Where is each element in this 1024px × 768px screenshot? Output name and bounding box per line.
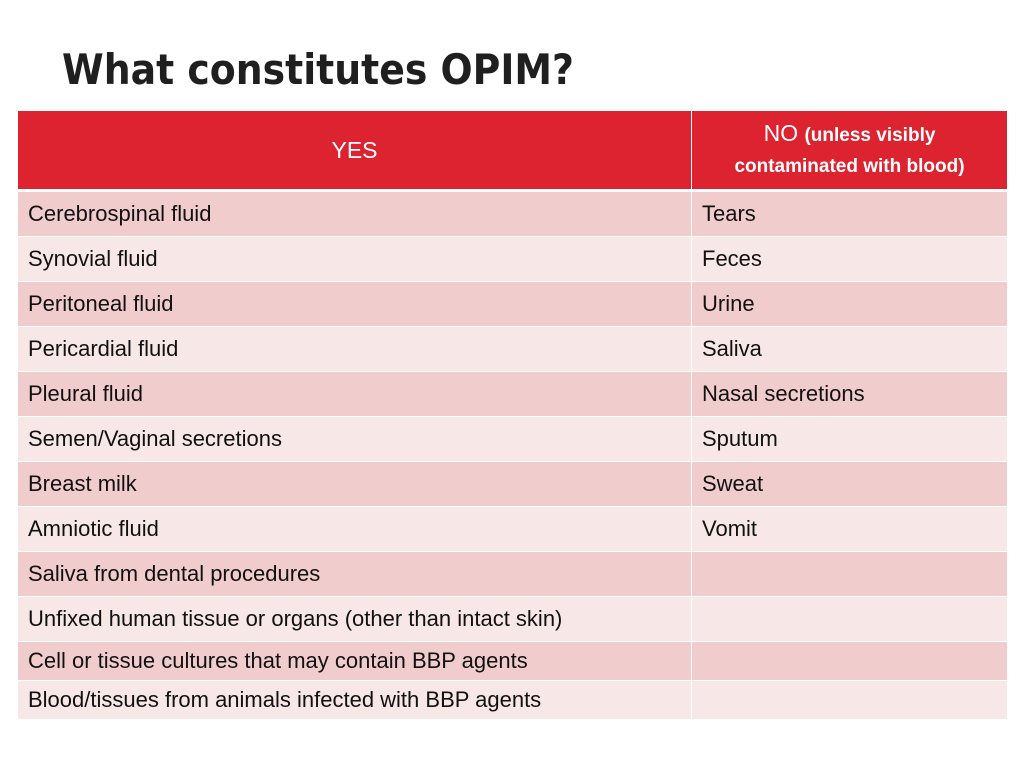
- yes-cell: Blood/tissues from animals infected with…: [17, 680, 692, 720]
- table-row: Saliva from dental procedures: [17, 551, 1008, 597]
- no-cell: [691, 551, 1008, 597]
- header-no-label: NO: [763, 120, 799, 146]
- yes-cell: Amniotic fluid: [17, 506, 692, 552]
- table-row: Synovial fluid Feces: [17, 236, 1008, 282]
- header-no: NO (unless visibly contaminated with blo…: [691, 110, 1008, 192]
- no-cell: Sputum: [691, 416, 1008, 462]
- table-row: Breast milk Sweat: [17, 461, 1008, 507]
- no-cell: [691, 641, 1008, 681]
- header-no-note: (unless visibly contaminated with blood): [734, 125, 965, 177]
- no-cell: [691, 680, 1008, 720]
- yes-cell: Pericardial fluid: [17, 326, 692, 372]
- table-row: Unfixed human tissue or organs (other th…: [17, 596, 1008, 642]
- opim-table: YES NO (unless visibly contaminated with…: [17, 110, 1008, 720]
- no-cell: Sweat: [691, 461, 1008, 507]
- no-cell: Vomit: [691, 506, 1008, 552]
- no-cell: Tears: [691, 190, 1008, 237]
- table-row: Cell or tissue cultures that may contain…: [17, 641, 1008, 681]
- yes-cell: Synovial fluid: [17, 236, 692, 282]
- yes-cell: Cell or tissue cultures that may contain…: [17, 641, 692, 681]
- table-row: Amniotic fluid Vomit: [17, 506, 1008, 552]
- table-row: Blood/tissues from animals infected with…: [17, 680, 1008, 720]
- yes-cell: Semen/Vaginal secretions: [17, 416, 692, 462]
- header-yes: YES: [17, 110, 692, 192]
- yes-cell: Pleural fluid: [17, 371, 692, 417]
- table-header-row: YES NO (unless visibly contaminated with…: [17, 110, 1008, 192]
- yes-cell: Breast milk: [17, 461, 692, 507]
- yes-cell: Unfixed human tissue or organs (other th…: [17, 596, 692, 642]
- slide-title: What constitutes OPIM?: [62, 45, 574, 94]
- table-row: Cerebrospinal fluid Tears: [17, 190, 1008, 237]
- table-row: Pleural fluid Nasal secretions: [17, 371, 1008, 417]
- no-cell: Feces: [691, 236, 1008, 282]
- yes-cell: Peritoneal fluid: [17, 281, 692, 327]
- no-cell: Urine: [691, 281, 1008, 327]
- table-row: Pericardial fluid Saliva: [17, 326, 1008, 372]
- table-row: Peritoneal fluid Urine: [17, 281, 1008, 327]
- yes-cell: Cerebrospinal fluid: [17, 190, 692, 237]
- no-cell: [691, 596, 1008, 642]
- yes-cell: Saliva from dental procedures: [17, 551, 692, 597]
- table-row: Semen/Vaginal secretions Sputum: [17, 416, 1008, 462]
- no-cell: Saliva: [691, 326, 1008, 372]
- no-cell: Nasal secretions: [691, 371, 1008, 417]
